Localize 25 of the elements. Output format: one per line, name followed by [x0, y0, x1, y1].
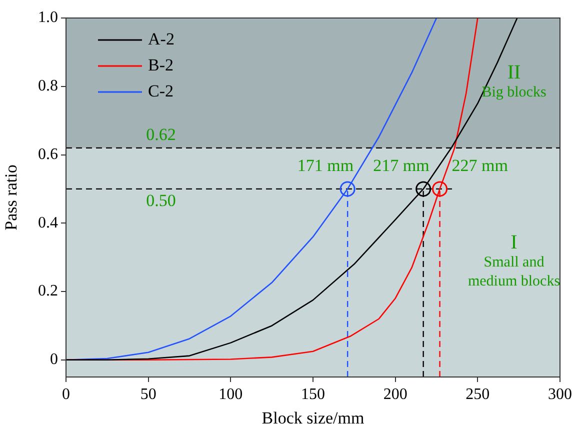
y-tick-label: 0.6	[38, 146, 58, 163]
ref-line-label: 0.50	[146, 190, 176, 210]
ref-line-label: 0.62	[146, 124, 176, 144]
legend-label: A-2	[148, 29, 174, 48]
x-tick-label: 50	[140, 386, 156, 403]
x-tick-label: 200	[383, 386, 408, 403]
annotation: 217 mm	[373, 156, 430, 175]
y-tick-label: 0.2	[38, 282, 58, 300]
y-tick-label: 0.4	[38, 214, 58, 232]
x-tick-label: 300	[548, 386, 572, 403]
band-label: II Big blocks	[482, 62, 546, 100]
x-axis-title: Block size/mm	[262, 408, 364, 428]
x-tick-label: 150	[301, 386, 325, 403]
annotation: 227 mm	[452, 156, 508, 175]
y-tick-label: 0.8	[38, 78, 58, 95]
y-axis-title: Pass ratio	[2, 164, 21, 230]
x-tick-label: 0	[62, 386, 70, 403]
annotation: 171 mm	[297, 156, 354, 175]
legend-label: B-2	[148, 55, 174, 74]
band-label: I Small and medium blocks	[468, 232, 560, 290]
x-tick-label: 250	[466, 386, 490, 403]
y-tick-label: 0	[50, 351, 58, 368]
x-tick-label: 100	[218, 386, 243, 403]
legend-label: C-2	[148, 81, 174, 100]
y-tick-label: 1.0	[38, 9, 58, 26]
